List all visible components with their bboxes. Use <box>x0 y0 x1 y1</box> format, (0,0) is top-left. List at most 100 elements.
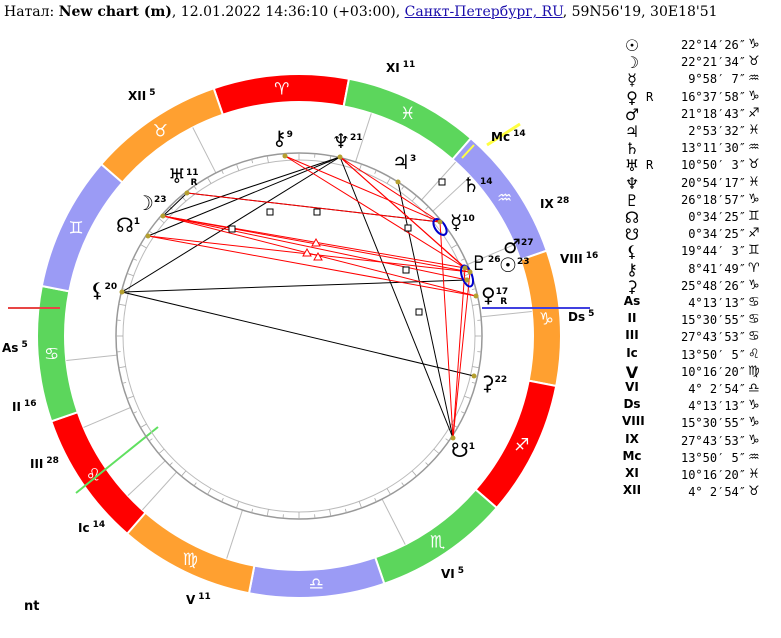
lilith-point <box>119 289 125 295</box>
house-cusp-line <box>226 509 243 559</box>
aspect-marker <box>402 266 410 274</box>
position-value: 10°16′20″ <box>680 468 746 482</box>
aspect-line-moon-uranus <box>162 192 188 217</box>
gemini-glyph: ♊ <box>68 218 83 238</box>
venus-icon: ♀ <box>626 87 638 107</box>
house-mc-icon: Mc <box>622 448 642 463</box>
house-9-icon: IX <box>625 431 639 446</box>
sign-icon: ♎ <box>748 381 760 396</box>
position-value: 13°50′ 5″ <box>680 450 746 465</box>
position-value: 8°41′49″ <box>688 261 746 276</box>
capricorn-glyph: ♑ <box>539 310 554 330</box>
imum-coeli-line <box>75 426 159 494</box>
house-label-12: XII 5 <box>128 88 155 103</box>
house-3-icon: III <box>625 328 639 343</box>
retrograde-flag: R <box>646 89 654 104</box>
aspect-line-neptune-snode <box>339 156 454 439</box>
libra-glyph: ♎ <box>309 574 324 594</box>
aspect-marker <box>311 237 321 247</box>
position-value: 4° 2′54″ <box>688 485 746 500</box>
moon-icon: ☽ <box>624 53 640 73</box>
house-label-10: Mc 14 <box>491 129 526 144</box>
sign-icon: ♍ <box>748 363 760 379</box>
house-cusp-line <box>432 176 471 212</box>
taurus-glyph: ♉ <box>153 121 168 141</box>
house-8-icon: VIII <box>622 414 645 429</box>
scorpio-glyph: ♏ <box>430 533 445 553</box>
position-value: 16°37′58″ <box>680 89 746 104</box>
retrograde-flag: R <box>646 158 654 173</box>
table-row-neptune: ♆ 20°54′17″ ♓ <box>622 174 780 193</box>
pallas-icon: ⚳ <box>626 276 638 296</box>
saturn-pointer-line <box>461 144 475 159</box>
city-link[interactable]: Санкт-Петербург, RU <box>404 4 563 20</box>
jupiter-icon: ♃3 <box>392 150 416 174</box>
north-node-icon: ☊ <box>624 208 640 227</box>
position-value: 13°11′30″ <box>680 141 746 156</box>
aspect-line-sun-snode <box>452 271 471 439</box>
pluto-point <box>462 265 468 271</box>
virgo-glyph: ♍ <box>183 550 198 570</box>
sign-icon: ♈ <box>748 260 760 276</box>
mars-icon: ♂27 <box>503 234 533 258</box>
neptune-point <box>337 154 343 160</box>
house-ic-icon: Ic <box>626 345 638 360</box>
chiron-icon: ⚷ <box>626 259 638 279</box>
table-row-lilith: ⚸ 19°44′ 3″ ♊ <box>622 242 780 262</box>
sign-icon: ♓ <box>748 467 760 482</box>
position-value: 20°54′17″ <box>680 175 746 190</box>
pallas-icon: ⚳22 <box>480 371 507 395</box>
inner-wheel-circle <box>122 159 476 513</box>
house-cusp-line <box>192 127 217 174</box>
pluto-sun-highlight <box>459 264 475 288</box>
aquarius-glyph: ♒ <box>497 188 512 208</box>
sign-icon: ♐ <box>748 226 760 242</box>
sign-icon: ♑ <box>748 191 760 207</box>
table-row-moon: ☽ 22°21′34″ ♉ <box>622 53 780 73</box>
sign-icon: ♋ <box>748 312 760 328</box>
table-row-house-9: IX 27°43′53″ ♑ <box>622 431 780 451</box>
position-value: 10°50′ 3″ <box>680 158 746 173</box>
sign-icon: ♑ <box>748 88 760 104</box>
house-cusp-line <box>355 113 372 163</box>
lilith-icon: ⚸ <box>626 242 638 262</box>
sign-icon: ♓ <box>748 174 760 190</box>
leo-glyph: ♌ <box>86 466 101 486</box>
chart-type-label: Натал: <box>4 4 55 20</box>
position-value: 10°16′20″ <box>680 364 746 379</box>
table-row-house-11: XI 10°16′20″ ♓ <box>622 466 780 485</box>
house-label-5: V 11 <box>186 592 211 607</box>
position-value: 4°13′13″ <box>688 399 746 414</box>
zodiac-segment-taurus <box>99 87 225 184</box>
position-value: 0°34′25″ <box>688 227 746 242</box>
pluto-icon: ♇26 <box>470 251 500 275</box>
aspect-line-lilith-pallas <box>121 291 475 377</box>
house-cusp-line <box>467 244 515 265</box>
sign-icon: ♊ <box>748 243 760 259</box>
chart-name: New chart (m) <box>58 4 172 20</box>
house-2-icon: II <box>627 311 637 326</box>
table-row-south-node: ☋ 0°34′25″ ♐ <box>622 225 780 245</box>
position-value: 26°18′57″ <box>680 192 746 207</box>
sign-icon: ♋ <box>748 329 760 345</box>
sagittarius-glyph: ♐ <box>514 436 529 456</box>
venus-icon: ♀17 R <box>481 283 508 307</box>
sign-icon: ♋ <box>748 295 760 310</box>
sign-icon: ♐ <box>748 105 760 121</box>
position-value: 15°30′55″ <box>680 313 746 328</box>
moon-icon: ☽23 <box>136 191 166 215</box>
south-node-icon: ☋ <box>624 225 640 245</box>
mercury-icon: ☿10 <box>450 210 475 234</box>
house-ds-icon: Ds <box>623 397 641 412</box>
position-value: 4° 2′54″ <box>688 382 746 396</box>
sign-icon: ♑ <box>748 277 760 293</box>
sun-icon: ☉ <box>624 36 640 55</box>
table-row-house-ds: Ds 4°13′13″ ♑ <box>622 397 780 416</box>
sign-icon: ♒ <box>748 71 760 87</box>
aries-glyph: ♈ <box>274 80 289 100</box>
table-row-house-6: VI 4° 2′54″ ♎ <box>622 380 780 399</box>
chart-coordinates: , 59N56'19, 30E18'51 <box>562 4 718 20</box>
jupiter-point <box>395 179 401 185</box>
position-value: 25°48′26″ <box>680 278 746 293</box>
table-row-house-as: As 4°13′13″ ♋ <box>622 294 780 313</box>
